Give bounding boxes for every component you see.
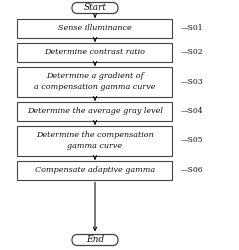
Text: —S06: —S06	[180, 166, 203, 174]
Bar	[17, 18, 173, 38]
Text: —S02: —S02	[180, 48, 203, 56]
Bar	[17, 66, 173, 96]
FancyBboxPatch shape	[72, 234, 118, 246]
Text: —S04: —S04	[180, 107, 203, 115]
Bar	[17, 160, 173, 180]
Text: Start: Start	[83, 4, 107, 13]
Bar	[17, 126, 173, 156]
Bar	[17, 42, 173, 62]
Text: Compensate adaptive gamma: Compensate adaptive gamma	[35, 166, 155, 174]
FancyBboxPatch shape	[72, 2, 118, 14]
Text: Determine contrast ratio: Determine contrast ratio	[44, 48, 146, 56]
Text: —S03: —S03	[180, 78, 203, 86]
Text: —S01: —S01	[180, 24, 203, 32]
Text: End: End	[86, 236, 104, 244]
Bar	[17, 102, 173, 120]
Text: Determine the average gray level: Determine the average gray level	[27, 107, 163, 115]
Text: Sense illuminance: Sense illuminance	[58, 24, 132, 32]
Text: Determine a gradient of
a compensation gamma curve: Determine a gradient of a compensation g…	[34, 72, 156, 91]
Text: —S05: —S05	[180, 136, 203, 144]
Text: Determine the compensation
gamma curve: Determine the compensation gamma curve	[36, 131, 154, 150]
